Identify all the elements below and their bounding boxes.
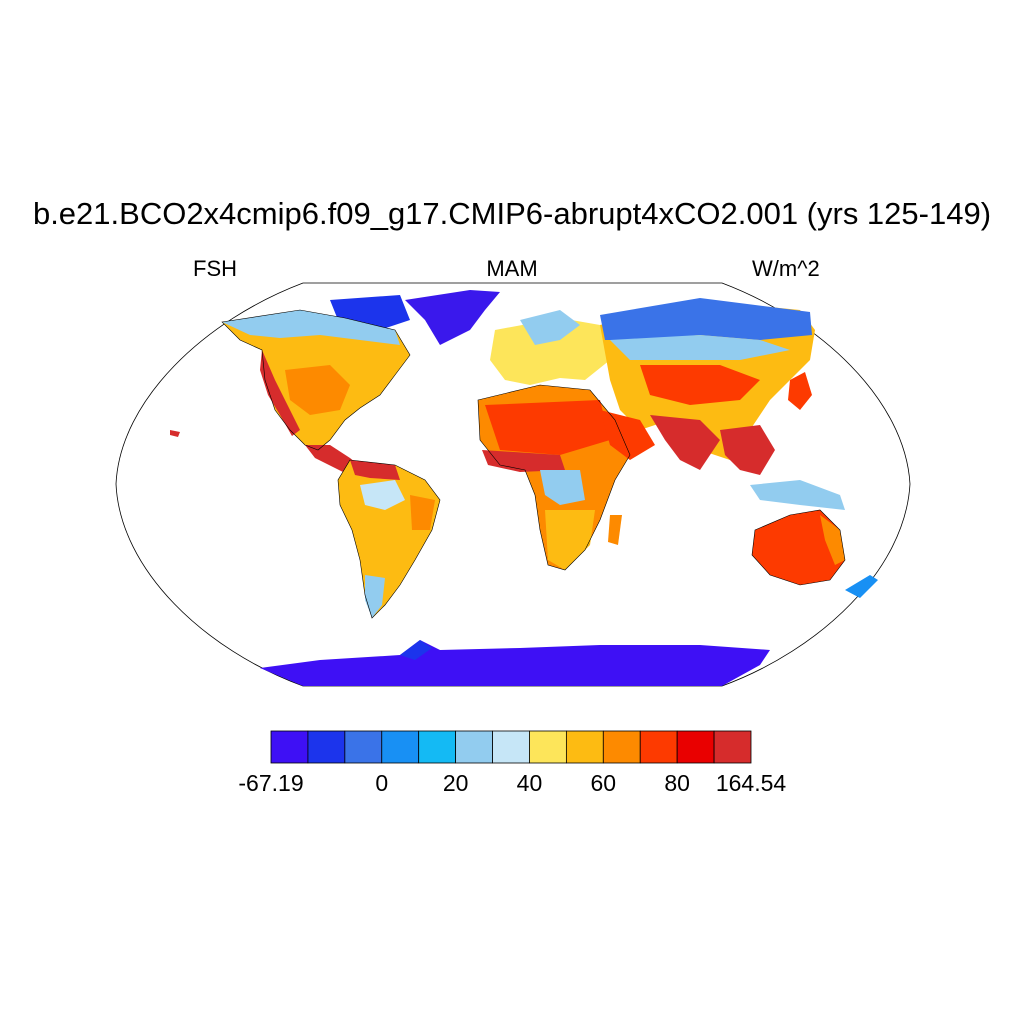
colorbar-box — [381, 730, 420, 764]
colorbar-tick-label: 20 — [442, 770, 469, 796]
colorbar-box — [455, 730, 493, 764]
map-title: b.e21.BCO2x4cmip6.f09_g17.CMIP6-abrupt4x… — [32, 196, 992, 231]
amazon — [360, 480, 405, 510]
scandinavia — [520, 310, 580, 345]
siberia-south — [610, 335, 790, 360]
sahel — [482, 450, 565, 472]
australia — [752, 510, 845, 585]
australia-east — [820, 515, 845, 565]
greenland — [405, 290, 500, 345]
colorbar-tick-label: 0 — [375, 770, 389, 796]
colorbar-tick-label: 164.54 — [715, 770, 787, 796]
colorbar-tick-label: 40 — [516, 770, 543, 796]
patagonia — [365, 575, 385, 618]
antarctica — [260, 640, 770, 686]
colorbar-box — [713, 730, 752, 764]
north-america-north — [222, 310, 400, 345]
madagascar — [608, 515, 622, 545]
colorbar-box — [565, 730, 604, 764]
colorbar-box — [639, 730, 678, 764]
south-america-north — [350, 460, 400, 480]
colorbar-box — [529, 730, 567, 764]
colorbar-box — [602, 730, 641, 764]
colorbar-box — [418, 730, 457, 764]
japan — [788, 372, 812, 410]
india — [650, 415, 720, 470]
brazil-east — [410, 495, 435, 530]
units-label: W/m^2 — [752, 256, 820, 281]
se-asia — [720, 425, 775, 475]
antarctic-peninsula — [400, 640, 432, 660]
colorbar-tick-label: 60 — [590, 770, 617, 796]
usa-central — [285, 365, 350, 415]
colorbar-box — [492, 730, 530, 764]
indonesia — [750, 480, 845, 510]
colorbar-box — [676, 730, 715, 764]
colorbar-box — [307, 730, 346, 764]
colorbar-tick-label: 80 — [664, 770, 690, 796]
colorbar-tick-label: -67.19 — [238, 770, 304, 796]
europe — [490, 318, 610, 385]
new-zealand — [845, 575, 878, 598]
arabia — [600, 410, 655, 460]
siberia — [600, 298, 812, 340]
coastlines — [221, 309, 846, 619]
central-asia — [640, 365, 760, 405]
colorbar-box — [344, 730, 383, 764]
variable-label: FSH — [193, 256, 237, 281]
sahara — [485, 400, 610, 455]
hawaii — [170, 430, 180, 437]
southern-africa — [545, 510, 595, 570]
colorbar-box — [270, 730, 309, 764]
north-america-west-coast — [260, 350, 300, 436]
season-label: MAM — [486, 256, 538, 281]
congo — [540, 470, 585, 505]
